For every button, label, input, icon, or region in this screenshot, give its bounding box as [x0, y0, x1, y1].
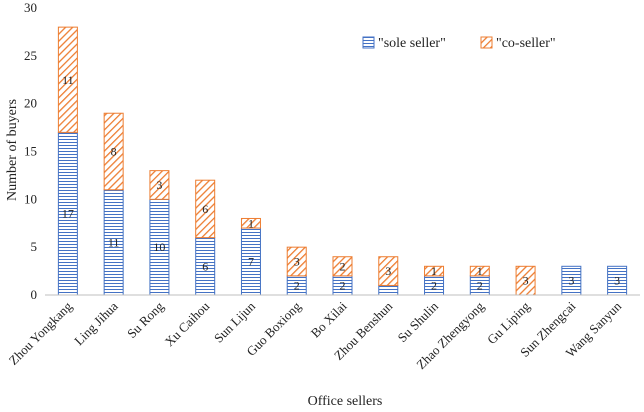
- data-label-su-shulin-sole-seller: 2: [431, 278, 437, 292]
- y-tick-label-15: 15: [24, 144, 37, 159]
- x-tick-label-bo-xilai: Bo Xilai: [308, 298, 350, 340]
- data-label-ling-jihua-co-seller: 8: [111, 145, 117, 159]
- y-tick-label-25: 25: [24, 48, 37, 63]
- bar-sun-lijun-co-seller: [240, 217, 261, 229]
- bar-su-rong-co-seller: [149, 170, 170, 200]
- bar-xu-caihou-co-seller: [195, 179, 216, 239]
- y-axis-title: Number of buyers: [5, 99, 20, 201]
- bar-zhou-yongkang-co-seller: [57, 26, 78, 133]
- y-tick-label-10: 10: [24, 191, 37, 206]
- bar-ling-jihua-co-seller: [103, 112, 124, 191]
- data-label-su-shulin-co-seller: 1: [431, 264, 437, 278]
- data-label-guo-boxiong-sole-seller: 2: [294, 278, 300, 292]
- data-label-sun-lijun-co-seller: 1: [248, 216, 254, 230]
- data-label-zhou-yongkang-co-seller: 11: [62, 73, 74, 87]
- data-label-zhou-yongkang-sole-seller: 17: [62, 207, 74, 221]
- x-tick-label-xu-caihou: Xu Caihou: [162, 298, 213, 349]
- data-label-gu-liping-co-seller: 3: [523, 274, 529, 288]
- y-tick-label-20: 20: [24, 96, 37, 111]
- bar-zhou-benshun-sole-seller: [378, 284, 399, 296]
- x-tick-label-zhou-yongkang: Zhou Yongkang: [6, 298, 76, 368]
- data-label-zhao-zhengyong-co-seller: 1: [477, 264, 483, 278]
- data-label-su-rong-co-seller: 3: [156, 178, 162, 192]
- y-axis-ticks: 0 5 10 15 20 25 30: [24, 0, 37, 302]
- data-label-xu-caihou-sole-seller: 6: [202, 259, 208, 273]
- bar-zhao-zhengyong-co-seller: [469, 265, 490, 277]
- y-tick-label-5: 5: [31, 239, 38, 254]
- data-label-sun-lijun-sole-seller: 7: [248, 255, 254, 269]
- x-tick-label-ling-jihua: Ling Jihua: [71, 298, 121, 348]
- x-tick-label-sun-lijun: Sun Lijun: [211, 298, 258, 345]
- bar-su-shulin-co-seller: [424, 265, 445, 277]
- data-label-sun-zhengcai-sole-seller: 3: [568, 274, 574, 288]
- data-label-ling-jihua-sole-seller: 11: [108, 235, 120, 249]
- y-tick-label-0: 0: [31, 287, 38, 302]
- legend: "sole seller" "co-seller": [362, 36, 556, 51]
- data-label-su-rong-sole-seller: 10: [153, 240, 165, 254]
- x-tick-label-su-rong: Su Rong: [124, 298, 167, 341]
- bar-guo-boxiong-co-seller: [286, 246, 307, 277]
- legend-swatch-co-seller: [480, 36, 493, 49]
- data-label-wang-sanyun-sole-seller: 3: [614, 274, 620, 288]
- bar-zhou-benshun-co-seller: [378, 256, 399, 286]
- data-label-bo-xilai-co-seller: 2: [340, 259, 346, 273]
- x-tick-label-su-shulin: Su Shulin: [395, 298, 442, 345]
- data-label-guo-boxiong-co-seller: 3: [294, 255, 300, 269]
- data-label-zhao-zhengyong-sole-seller: 2: [477, 278, 483, 292]
- data-label-xu-caihou-co-seller: 6: [202, 202, 208, 216]
- y-tick-label-30: 30: [24, 0, 37, 15]
- bar-bo-xilai-co-seller: [332, 256, 353, 277]
- legend-swatch-sole-seller: [362, 36, 375, 49]
- legend-label-co-seller: "co-seller": [496, 36, 556, 51]
- legend-label-sole-seller: "sole seller": [378, 36, 446, 51]
- data-label-zhou-benshun-co-seller: 3: [385, 264, 391, 278]
- bars: [57, 26, 628, 296]
- x-axis-title: Office sellers: [308, 394, 383, 409]
- data-label-bo-xilai-sole-seller: 2: [340, 278, 346, 292]
